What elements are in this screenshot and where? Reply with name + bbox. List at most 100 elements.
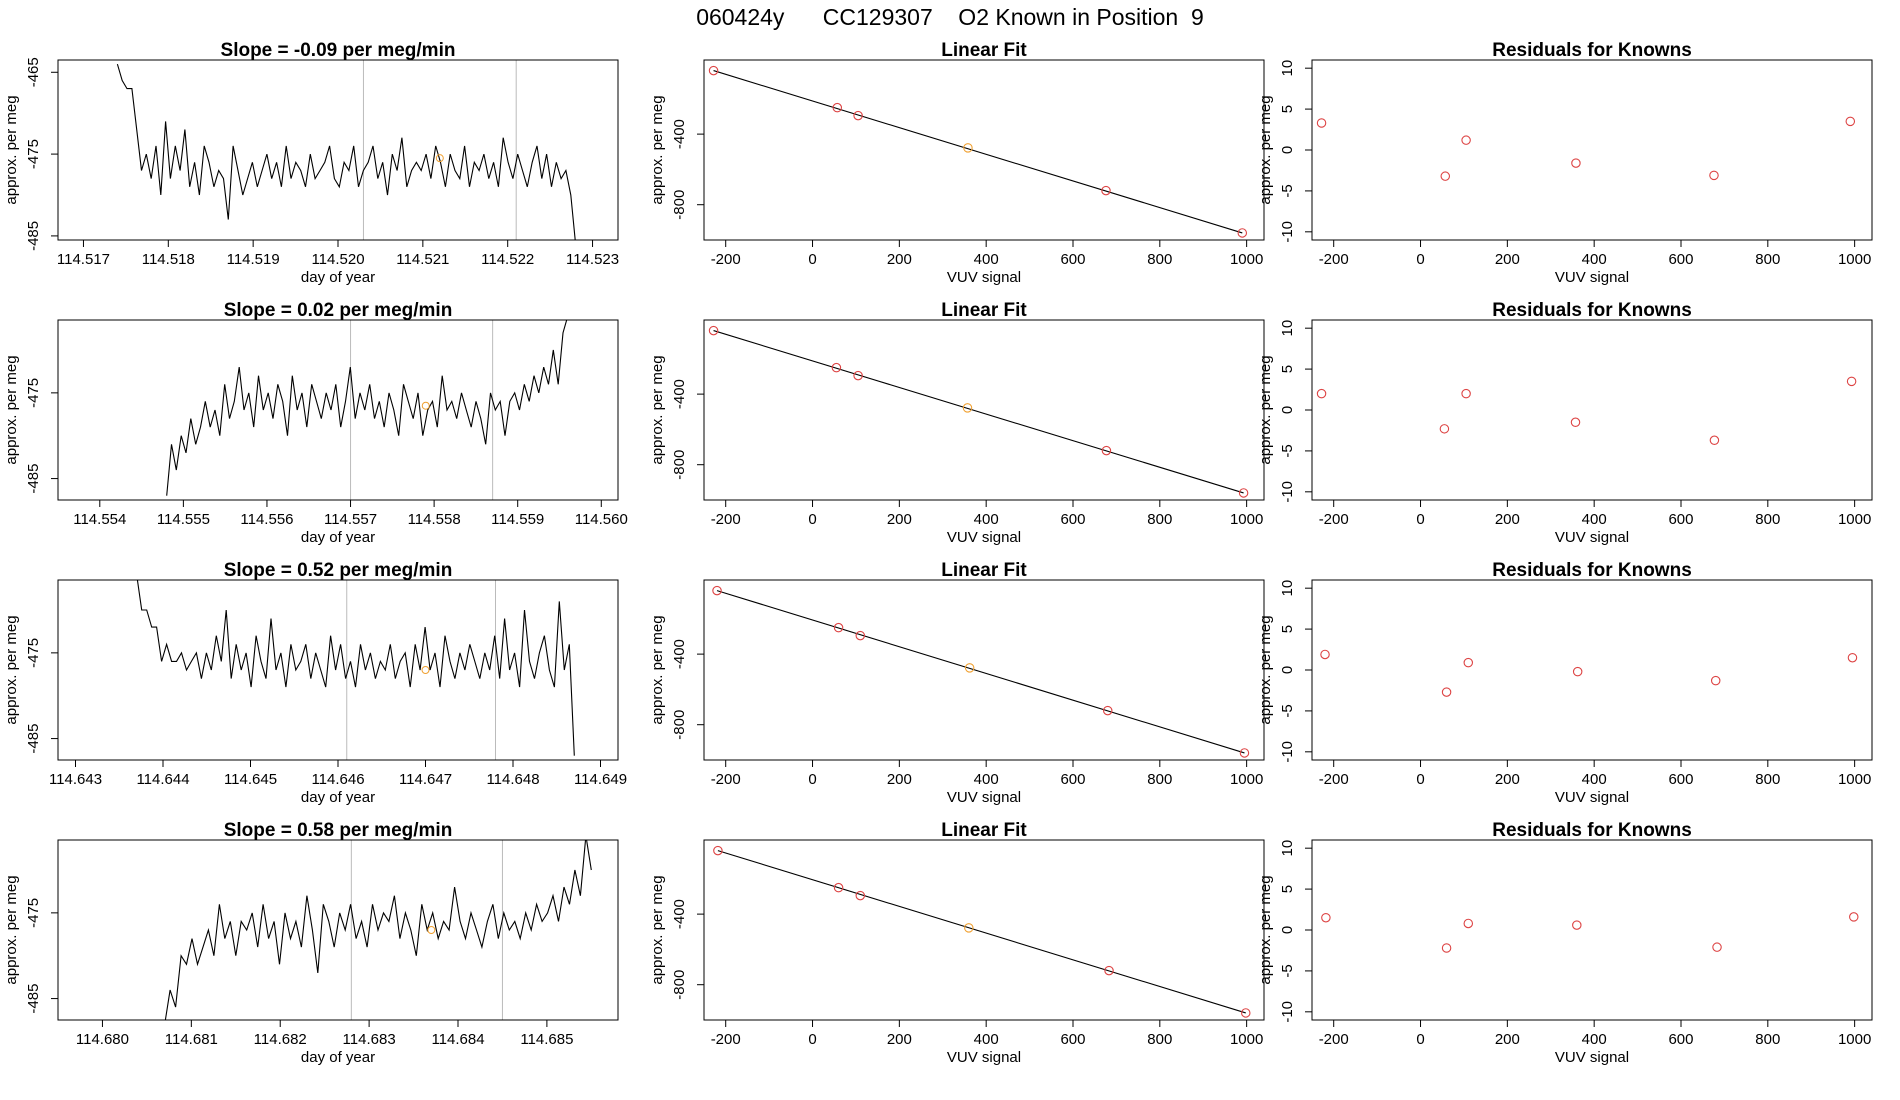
data-point bbox=[1570, 417, 1581, 428]
x-tick-label: 114.519 bbox=[227, 251, 280, 268]
x-tick-label: 800 bbox=[1755, 771, 1780, 788]
y-axis-label: approx. per meg bbox=[3, 615, 20, 724]
sample-point bbox=[435, 154, 444, 163]
y-tick-label: -475 bbox=[25, 378, 42, 408]
x-tick-label: 0 bbox=[808, 771, 816, 788]
sample-point bbox=[964, 663, 975, 673]
data-point bbox=[1709, 170, 1719, 181]
x-tick-label: 600 bbox=[1668, 251, 1693, 268]
x-axis-label: day of year bbox=[301, 789, 375, 806]
x-tick-label: 800 bbox=[1147, 1031, 1172, 1048]
page-title: 060424y CC129307 O2 Known in Position 9 bbox=[696, 4, 1204, 30]
panel-title: Linear Fit bbox=[941, 40, 1027, 61]
x-tick-label: 400 bbox=[974, 511, 999, 528]
panel-title: Linear Fit bbox=[941, 820, 1027, 841]
data-point bbox=[1572, 666, 1583, 677]
x-tick-label: 1000 bbox=[1230, 1031, 1263, 1048]
data-point bbox=[708, 325, 719, 336]
y-tick-label: -400 bbox=[671, 379, 688, 409]
y-tick-label: 10 bbox=[1279, 580, 1296, 597]
sample-point bbox=[963, 143, 973, 153]
x-axis-label: VUV signal bbox=[1555, 1049, 1629, 1066]
panel-7: Linear Fit -200 0 200 400 600 800 1000 -400 -800 V… bbox=[649, 560, 1265, 806]
fit-line bbox=[716, 590, 1245, 754]
plot-frame bbox=[703, 839, 1265, 1021]
x-tick-label: 114.647 bbox=[399, 771, 452, 788]
x-tick-label: 200 bbox=[1495, 1031, 1520, 1048]
x-tick-label: -200 bbox=[1319, 511, 1349, 528]
y-axis-label: approx. per meg bbox=[3, 355, 20, 464]
x-tick-label: 800 bbox=[1755, 1031, 1780, 1048]
y-tick-label: 10 bbox=[1279, 60, 1296, 77]
y-axis-label: approx. per meg bbox=[649, 355, 666, 464]
sample-point bbox=[421, 666, 430, 674]
fit-line bbox=[713, 70, 1243, 234]
x-tick-label: 1000 bbox=[1230, 771, 1263, 788]
x-tick-label: 114.521 bbox=[396, 251, 449, 268]
y-tick-label: -800 bbox=[671, 190, 688, 220]
x-tick-label: 800 bbox=[1755, 251, 1780, 268]
data-point bbox=[1238, 488, 1249, 498]
plot-area bbox=[713, 845, 1251, 1018]
x-tick-label: 400 bbox=[974, 1031, 999, 1048]
panel-title: Residuals for Knowns bbox=[1492, 820, 1692, 841]
plot-area bbox=[166, 320, 568, 500]
data-point bbox=[1461, 388, 1471, 399]
plot-area bbox=[712, 585, 1250, 758]
data-point bbox=[1846, 376, 1857, 387]
x-tick-label: 1000 bbox=[1838, 771, 1871, 788]
data-point bbox=[1845, 116, 1856, 127]
x-tick-label: 800 bbox=[1147, 251, 1172, 268]
x-tick-label: 114.646 bbox=[311, 771, 364, 788]
data-point bbox=[1320, 649, 1330, 660]
panel-title: Linear Fit bbox=[941, 560, 1027, 581]
data-point bbox=[1847, 652, 1858, 663]
y-axis-label: approx. per meg bbox=[1257, 615, 1274, 724]
x-axis-label: day of year bbox=[301, 1049, 375, 1066]
panel-5: Linear Fit -200 0 200 400 600 800 1000 -400 -800 V… bbox=[649, 40, 1265, 286]
y-tick-label: -475 bbox=[25, 139, 42, 169]
x-axis-label: VUV signal bbox=[947, 789, 1021, 806]
data-point bbox=[1241, 1008, 1251, 1018]
series-line bbox=[166, 320, 568, 496]
data-point bbox=[712, 585, 722, 596]
plot-frame bbox=[57, 839, 619, 1021]
x-tick-label: 114.517 bbox=[57, 251, 110, 268]
data-point bbox=[1316, 388, 1327, 399]
sample-point bbox=[962, 403, 973, 413]
panel-4: Slope = 0.58 per meg/min 114.680 114.681 11… bbox=[3, 820, 619, 1066]
x-tick-label: 114.520 bbox=[311, 251, 364, 268]
fit-line bbox=[713, 330, 1244, 494]
data-point bbox=[1102, 705, 1113, 716]
y-axis-label: approx. per meg bbox=[3, 95, 20, 204]
x-tick-label: 114.682 bbox=[254, 1031, 307, 1048]
panel-10: Residuals for Knowns-200 0 200 400 600 800 100… bbox=[1257, 300, 1873, 546]
panel-title: Residuals for Knowns bbox=[1492, 40, 1692, 61]
x-tick-label: 114.559 bbox=[491, 511, 544, 528]
data-point bbox=[853, 370, 863, 381]
y-tick-label: 0 bbox=[1279, 406, 1296, 414]
plot-frame bbox=[1311, 319, 1873, 501]
x-tick-label: 200 bbox=[887, 1031, 912, 1048]
data-point bbox=[1101, 185, 1111, 196]
x-tick-label: 114.518 bbox=[142, 251, 195, 268]
y-axis-label: approx. per meg bbox=[1257, 875, 1274, 984]
y-tick-label: -800 bbox=[671, 710, 688, 740]
x-tick-label: 114.680 bbox=[76, 1031, 129, 1048]
x-tick-label: 114.560 bbox=[575, 511, 628, 528]
y-tick-label: -10 bbox=[1279, 221, 1296, 243]
panel-title: Linear Fit bbox=[941, 300, 1027, 321]
panel-9: Residuals for Knowns-200 0 200 400 600 800 100… bbox=[1257, 40, 1873, 286]
x-tick-label: 800 bbox=[1147, 771, 1172, 788]
x-tick-label: 114.681 bbox=[165, 1031, 218, 1048]
x-tick-label: 114.683 bbox=[343, 1031, 396, 1048]
data-point bbox=[1461, 135, 1471, 145]
x-axis-label: day of year bbox=[301, 269, 375, 286]
data-point bbox=[1316, 118, 1327, 128]
x-tick-label: 400 bbox=[1582, 1031, 1607, 1048]
data-point bbox=[713, 845, 723, 856]
y-tick-label: 5 bbox=[1279, 365, 1296, 373]
x-tick-label: 114.555 bbox=[157, 511, 210, 528]
data-point bbox=[1572, 920, 1582, 930]
x-tick-label: 0 bbox=[1416, 511, 1424, 528]
